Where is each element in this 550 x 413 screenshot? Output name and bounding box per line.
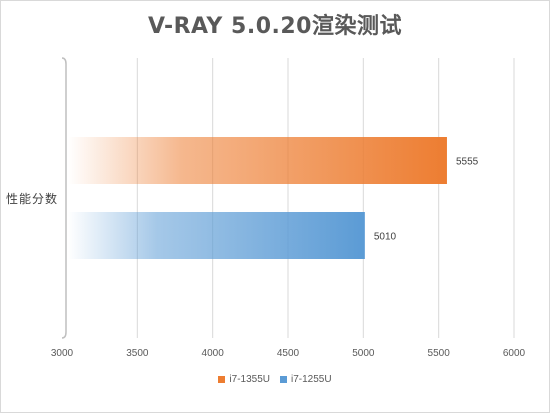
x-tick-label: 4500: [277, 348, 300, 359]
legend-label-series-1: i7-1355U: [229, 374, 270, 385]
legend-swatch-series-1: [218, 376, 226, 383]
x-tick-label: 4000: [202, 348, 225, 359]
legend-item-series-2: i7-1255U: [280, 374, 332, 385]
legend-item-series-1: i7-1355U: [218, 374, 270, 385]
legend-label-series-2: i7-1255U: [291, 374, 332, 385]
chart-title: V-RAY 5.0.20渲染测试: [148, 14, 402, 39]
chart-legend: i7-1355U i7-1255U: [0, 374, 550, 385]
category-axis-label: 性能分数: [6, 192, 59, 206]
category-axis-bracket: [61, 57, 67, 339]
bar-series-2: [68, 212, 365, 259]
legend-swatch-series-2: [280, 376, 287, 383]
x-tick-label: 5000: [352, 348, 375, 359]
x-tick-label: 5500: [428, 348, 451, 359]
bar-series-1: [68, 137, 447, 184]
x-tick-label: 6000: [503, 348, 526, 359]
x-tick-label: 3000: [51, 348, 74, 359]
x-tick-label: 3500: [126, 348, 149, 359]
data-label-series-1: 5555: [456, 157, 479, 168]
data-label-series-2: 5010: [374, 232, 397, 243]
